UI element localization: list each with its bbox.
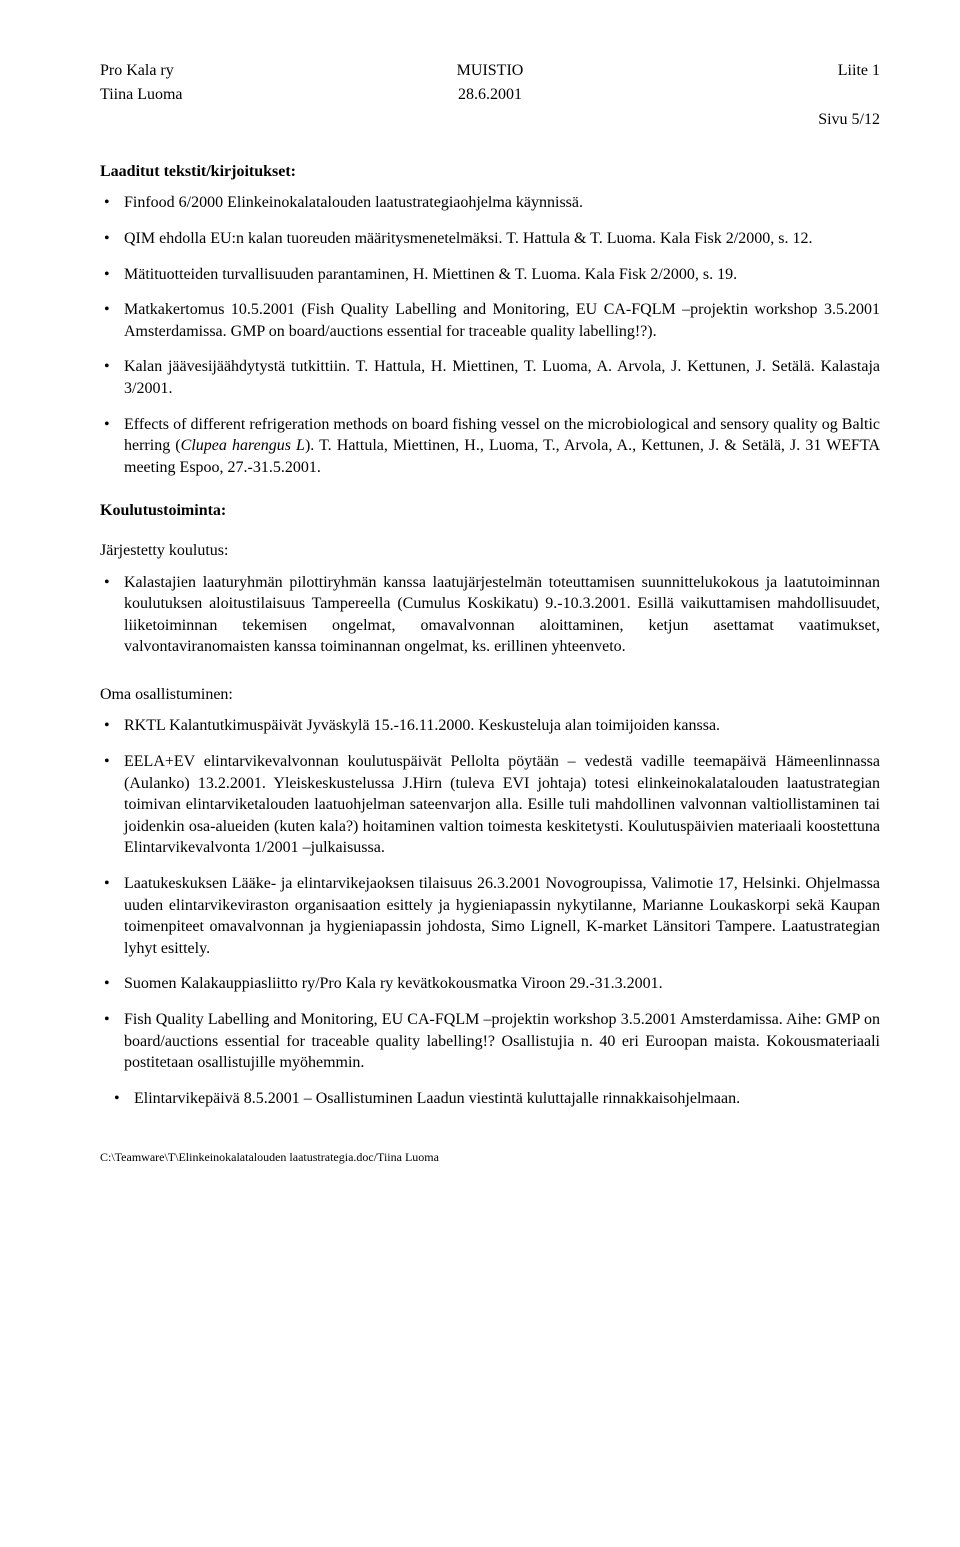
header-row-1: Pro Kala ry MUISTIO Liite 1 [100,60,880,82]
list-item: Kalan jäävesijäähdytystä tutkittiin. T. … [100,356,880,399]
list-item: Matkakertomus 10.5.2001 (Fish Quality La… [100,299,880,342]
list-item: RKTL Kalantutkimuspäivät Jyväskylä 15.-1… [100,715,880,737]
header-blank [620,84,880,106]
header-org: Pro Kala ry [100,60,360,82]
section2-list: Kalastajien laaturyhmän pilottiryhmän ka… [100,572,880,658]
list-item: EELA+EV elintarvikevalvonnan koulutuspäi… [100,751,880,859]
list-item: Kalastajien laaturyhmän pilottiryhmän ka… [100,572,880,658]
list-item: QIM ehdolla EU:n kalan tuoreuden määrity… [100,228,880,250]
section1-list: Finfood 6/2000 Elinkeinokalatalouden laa… [100,192,880,478]
footer-path: C:\Teamware\T\Elinkeinokalatalouden laat… [100,1149,880,1165]
header-date: 28.6.2001 [360,84,620,106]
header-row-2: Tiina Luoma 28.6.2001 [100,84,880,106]
list-item: Elintarvikepäivä 8.5.2001 – Osallistumin… [110,1088,880,1110]
list-item: Finfood 6/2000 Elinkeinokalatalouden laa… [100,192,880,214]
list-item: Fish Quality Labelling and Monitoring, E… [100,1009,880,1074]
list-item: Mätituotteiden turvallisuuden parantamin… [100,264,880,286]
section2-subheading: Järjestetty koulutus: [100,540,880,562]
list-item: Laatukeskuksen Lääke- ja elintarvikejaok… [100,873,880,959]
section3-heading: Oma osallistuminen: [100,684,880,706]
list-item: Suomen Kalakauppiasliitto ry/Pro Kala ry… [100,973,880,995]
effects-italic: Clupea harengus L [181,437,305,454]
section2-heading: Koulutustoiminta: [100,500,880,522]
header-doctype: MUISTIO [360,60,620,82]
section3-list: RKTL Kalantutkimuspäivät Jyväskylä 15.-1… [100,715,880,1109]
list-item: Effects of different refrigeration metho… [100,414,880,479]
section1-heading: Laaditut tekstit/kirjoitukset: [100,161,880,183]
header-author: Tiina Luoma [100,84,360,106]
page-number: Sivu 5/12 [100,109,880,131]
header-attachment: Liite 1 [620,60,880,82]
